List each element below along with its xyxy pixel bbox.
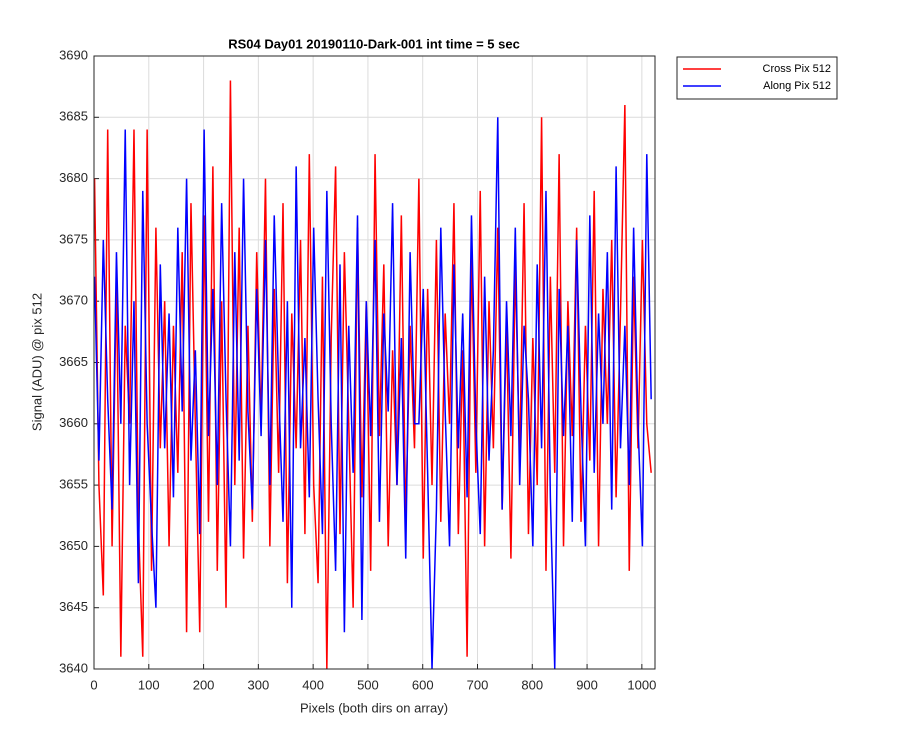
y-tick-label: 3690 xyxy=(59,47,88,62)
x-tick-label: 300 xyxy=(248,677,270,692)
x-tick-label: 900 xyxy=(576,677,598,692)
x-tick-label: 100 xyxy=(138,677,160,692)
plot-frame xyxy=(93,55,656,670)
x-tick-label: 0 xyxy=(90,677,97,692)
x-tick-label: 800 xyxy=(521,677,543,692)
y-tick-label: 3655 xyxy=(59,477,88,492)
x-axis-label: Pixels (both dirs on array) xyxy=(300,700,448,715)
x-tick-label: 1000 xyxy=(627,677,656,692)
x-tick-label: 500 xyxy=(357,677,379,692)
y-tick-label: 3660 xyxy=(59,415,88,430)
y-tick-label: 3640 xyxy=(59,660,88,675)
y-axis-label: Signal (ADU) @ pix 512 xyxy=(29,293,44,431)
legend-label: Along Pix 512 xyxy=(763,80,831,92)
x-tick-label: 400 xyxy=(302,677,324,692)
y-tick-label: 3680 xyxy=(59,170,88,185)
y-tick-label: 3645 xyxy=(59,599,88,614)
x-tick-label: 700 xyxy=(467,677,489,692)
y-tick-label: 3650 xyxy=(59,538,88,553)
legend-label: Cross Pix 512 xyxy=(763,63,831,75)
legend-box xyxy=(676,56,838,100)
x-tick-label: 600 xyxy=(412,677,434,692)
y-tick-label: 3670 xyxy=(59,293,88,308)
chart-title: RS04 Day01 20190110-Dark-001 int time = … xyxy=(228,36,520,51)
y-tick-label: 3675 xyxy=(59,231,88,246)
y-tick-label: 3685 xyxy=(59,109,88,124)
y-tick-label: 3665 xyxy=(59,354,88,369)
data-line xyxy=(94,117,652,669)
x-tick-label: 200 xyxy=(193,677,215,692)
